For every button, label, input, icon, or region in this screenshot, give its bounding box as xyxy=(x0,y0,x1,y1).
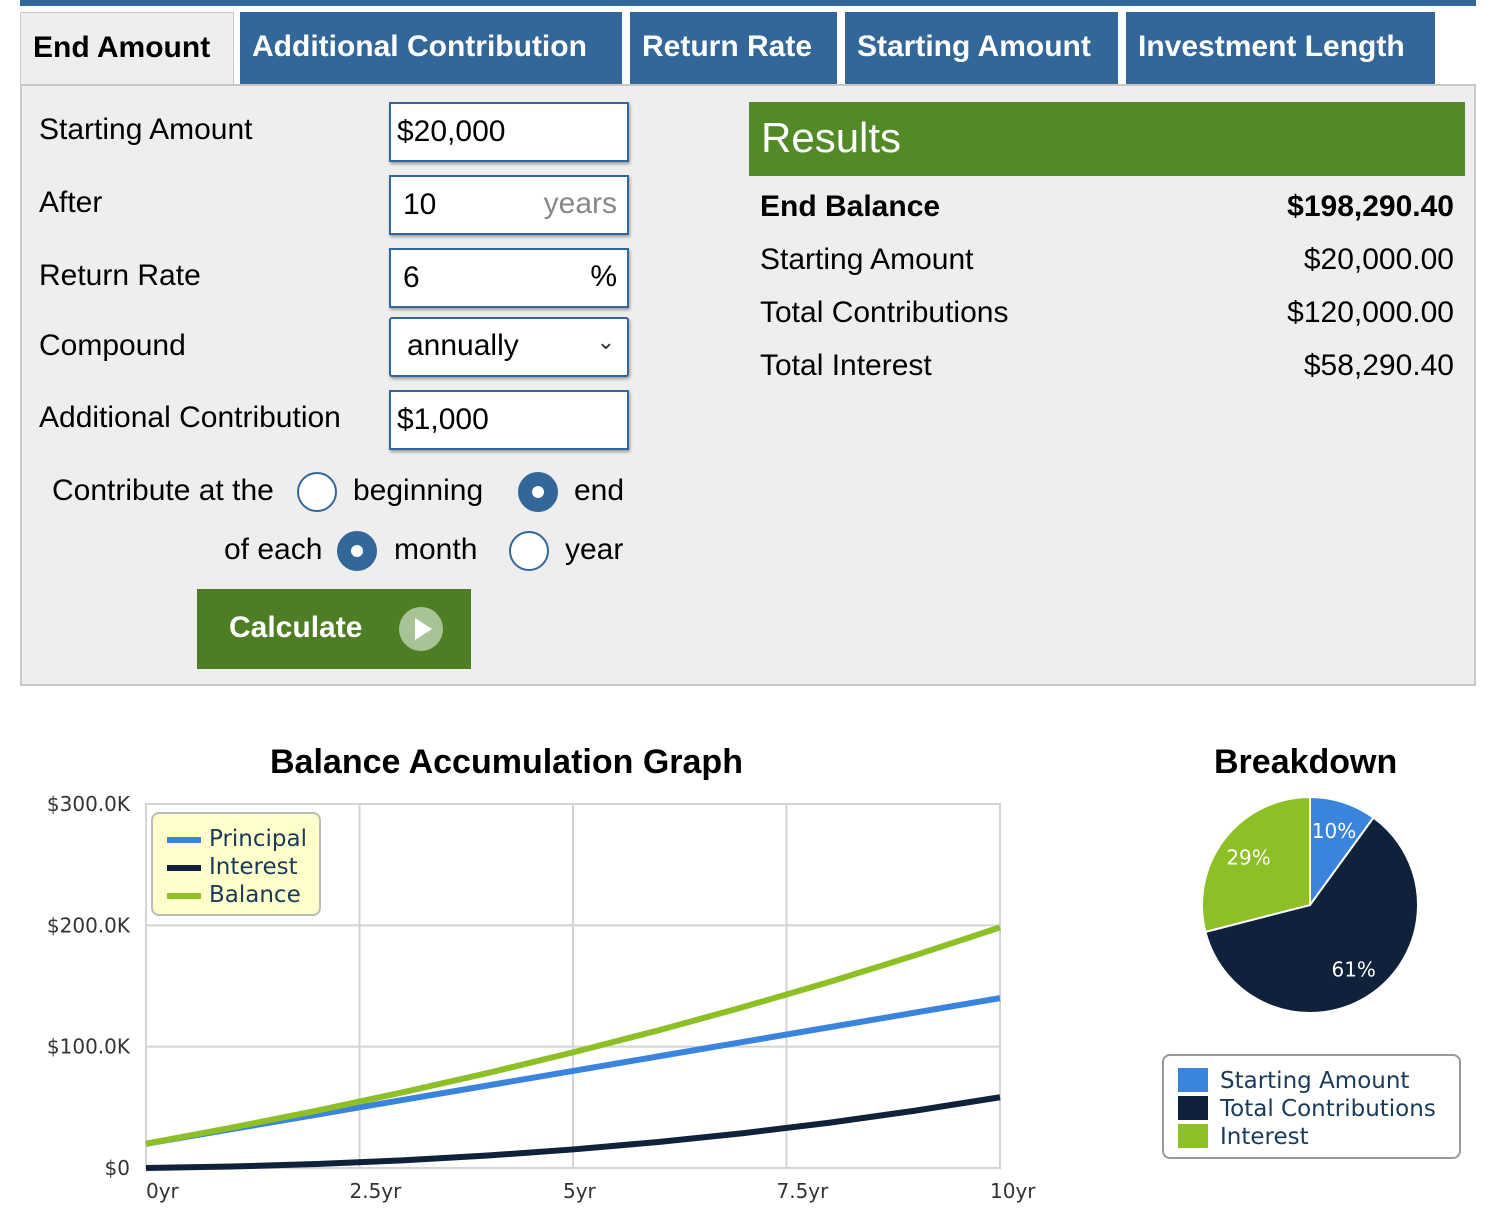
legend-label: Interest xyxy=(209,854,298,880)
radio-month[interactable] xyxy=(337,531,377,571)
tab-return-rate[interactable]: Return Rate xyxy=(630,12,837,84)
legend-label: Balance xyxy=(209,882,301,908)
series-line-balance xyxy=(145,924,1001,1147)
of-each-label: of each xyxy=(224,533,323,566)
result-value: $120,000.00 xyxy=(1287,296,1454,329)
result-label: Total Contributions xyxy=(760,296,1009,329)
legend-swatch xyxy=(1178,1096,1208,1120)
result-label: Total Interest xyxy=(760,349,932,382)
end-label: end xyxy=(574,474,625,507)
years-suffix: years xyxy=(543,187,617,220)
line-chart-title: Balance Accumulation Graph xyxy=(270,743,743,781)
y-tick-label: $300.0K xyxy=(47,792,131,816)
month-label: month xyxy=(394,533,478,566)
play-icon xyxy=(399,607,443,651)
legend-swatch xyxy=(1178,1124,1208,1148)
legend-swatch xyxy=(167,892,201,899)
line-chart-legend: Principal Interest Balance xyxy=(151,812,321,916)
legend-swatch xyxy=(1178,1068,1208,1092)
legend-label: Total Contributions xyxy=(1220,1096,1436,1122)
tab-starting-amount[interactable]: Starting Amount xyxy=(845,12,1118,84)
legend-item-principal: Principal xyxy=(167,826,307,852)
y-tick-label: $0 xyxy=(105,1156,130,1180)
x-tick-label: 0yr xyxy=(146,1179,180,1203)
pie-chart-title: Breakdown xyxy=(1214,743,1398,781)
year-label: year xyxy=(565,533,624,566)
top-accent-bar xyxy=(20,0,1476,6)
result-value: $58,290.40 xyxy=(1303,349,1454,382)
legend-label: Starting Amount xyxy=(1220,1068,1410,1094)
pie-legend-item-interest: Interest xyxy=(1178,1124,1309,1150)
result-value: $198,290.40 xyxy=(1287,190,1454,223)
after-years-input[interactable] xyxy=(403,177,553,233)
x-tick-label: 10yr xyxy=(990,1179,1036,1203)
x-tick-label: 5yr xyxy=(563,1179,597,1203)
radio-beginning[interactable] xyxy=(297,472,337,512)
legend-item-interest: Interest xyxy=(167,854,298,880)
result-value: $20,000.00 xyxy=(1303,243,1454,276)
chevron-down-icon: ⌄ xyxy=(596,329,615,354)
after-label: After xyxy=(39,186,103,219)
x-tick-label: 2.5yr xyxy=(350,1179,403,1203)
result-label: Starting Amount xyxy=(760,243,974,276)
calculator-panel: Starting Amount After years Return Rate … xyxy=(20,84,1476,686)
calculate-button[interactable]: Calculate xyxy=(197,589,471,669)
percent-suffix: % xyxy=(590,260,617,293)
tab-investment-length[interactable]: Investment Length xyxy=(1126,12,1435,84)
tab-end-amount[interactable]: End Amount xyxy=(20,12,234,86)
radio-end[interactable] xyxy=(518,472,558,512)
starting-amount-label: Starting Amount xyxy=(39,113,253,146)
starting-amount-field[interactable] xyxy=(389,102,629,162)
series-line-principal xyxy=(145,995,1001,1147)
breakdown-pie-chart: 10% 61% 29% xyxy=(1201,795,1419,1014)
pie-slice-label: 10% xyxy=(1312,819,1356,843)
return-rate-label: Return Rate xyxy=(39,259,201,292)
legend-label: Principal xyxy=(209,826,308,852)
beginning-label: beginning xyxy=(353,474,484,507)
pie-legend-item-total-contributions: Total Contributions xyxy=(1178,1096,1436,1122)
additional-contribution-input[interactable] xyxy=(397,392,547,448)
after-years-field[interactable]: years xyxy=(389,175,629,235)
result-label: End Balance xyxy=(760,190,941,223)
pie-slice-label: 29% xyxy=(1226,845,1270,869)
compound-label: Compound xyxy=(39,329,186,362)
tab-additional-contribution[interactable]: Additional Contribution xyxy=(240,12,622,84)
series-line-interest xyxy=(145,1094,1001,1171)
return-rate-input[interactable] xyxy=(403,250,553,306)
return-rate-field[interactable]: % xyxy=(389,248,629,308)
results-title: Results xyxy=(761,114,902,161)
compound-selected-value: annually xyxy=(407,329,519,362)
pie-slice-total-contributions xyxy=(1204,816,1419,1014)
y-tick-label: $200.0K xyxy=(47,913,131,937)
starting-amount-input[interactable] xyxy=(397,104,547,160)
balance-line-chart: 0yr 2.5yr 5yr 7.5yr 10yr $0 $100.0K $200.0K $300… xyxy=(47,792,1036,1203)
legend-item-balance: Balance xyxy=(167,882,301,908)
legend-label: Interest xyxy=(1220,1124,1309,1150)
contribute-at-label: Contribute at the xyxy=(52,474,274,507)
y-tick-label: $100.0K xyxy=(47,1035,131,1059)
calculate-label: Calculate xyxy=(229,611,363,644)
additional-contribution-label: Additional Contribution xyxy=(39,401,341,434)
pie-legend-item-starting-amount: Starting Amount xyxy=(1178,1068,1409,1094)
pie-slice-label: 61% xyxy=(1331,957,1375,981)
additional-contribution-field[interactable] xyxy=(389,390,629,450)
legend-swatch xyxy=(167,864,201,871)
pie-slice-interest xyxy=(1201,795,1311,934)
compound-select[interactable]: annually ⌄ xyxy=(389,317,629,377)
pie-chart-legend: Starting Amount Total Contributions Inte… xyxy=(1162,1054,1461,1159)
radio-year[interactable] xyxy=(509,531,549,571)
x-tick-label: 7.5yr xyxy=(777,1179,830,1203)
legend-swatch xyxy=(167,836,201,843)
results-header: Results xyxy=(749,102,1465,176)
